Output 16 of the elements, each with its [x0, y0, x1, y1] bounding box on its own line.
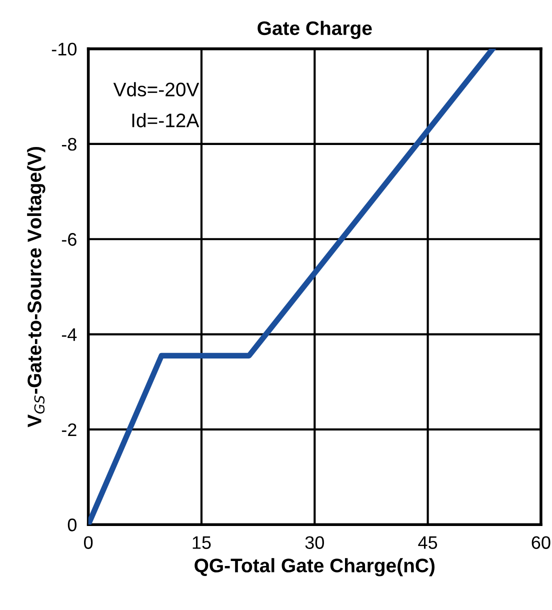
y-tick-label: -10 — [52, 42, 77, 56]
x-tick-label: 60 — [532, 536, 550, 549]
x-tick-label: 0 — [84, 536, 93, 549]
x-tick-label: 30 — [305, 536, 324, 549]
x-tick-label: 45 — [418, 536, 438, 549]
annotation: Vds=-20V — [113, 82, 200, 96]
annotation: Id=-12A — [132, 113, 200, 128]
x-tick-label: 15 — [192, 536, 211, 549]
y-tick-label: -2 — [62, 423, 76, 436]
y-tick-label: 0 — [68, 518, 77, 532]
y-tick-label: -8 — [62, 138, 76, 151]
chart-title: Gate Charge — [258, 20, 372, 40]
y-axis-title: V$_{GS}$-Gate-to-Source Voltage(V) — [27, 146, 46, 428]
x-axis-title: QG-Total Gate Charge(nC) — [194, 558, 434, 576]
y-tick-label: -4 — [62, 328, 77, 341]
y-tick-label: -6 — [62, 233, 76, 246]
